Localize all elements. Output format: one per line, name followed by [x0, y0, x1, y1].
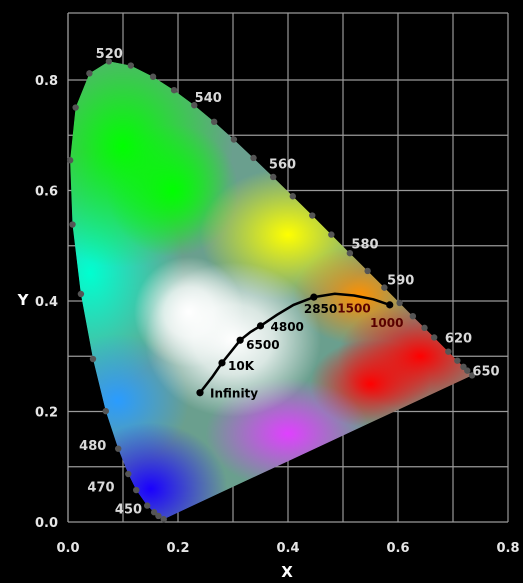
color-temperature-label: 4800	[271, 320, 304, 334]
spectral-locus-point	[270, 173, 277, 181]
spectral-locus-markers	[66, 58, 476, 523]
spectral-locus-point	[364, 267, 371, 275]
spectral-locus-point	[230, 136, 238, 143]
x-tick-label: 0.4	[276, 541, 299, 556]
color-temperature-label: 10K	[228, 359, 255, 373]
x-axis-title: X	[281, 563, 293, 581]
spectral-locus-point	[191, 102, 198, 109]
x-tick-label: 0.8	[496, 541, 519, 556]
spectral-locus-point	[409, 312, 417, 320]
spectral-locus-point	[421, 324, 428, 332]
x-tick-label: 0.6	[386, 541, 409, 556]
y-tick-label: 0.6	[35, 185, 58, 200]
spectral-locus-point	[86, 70, 93, 77]
x-tick-label: 0.0	[56, 541, 79, 556]
planckian-locus-point	[256, 322, 265, 330]
spectral-locus-point	[328, 231, 335, 238]
spectral-locus-point	[381, 284, 388, 291]
spectral-locus-point	[150, 509, 158, 516]
spectral-locus-point	[250, 154, 257, 162]
axis-ticks: 0.0 0.2 0.4 0.6 0.8 0.0 0.2 0.4 0.6 0.8	[35, 74, 520, 556]
wavelength-label: 470	[87, 481, 114, 496]
wavelength-label: 650	[472, 365, 499, 380]
color-gamut	[70, 61, 473, 520]
spectral-locus-point	[464, 367, 471, 374]
wavelength-label: 450	[115, 503, 142, 518]
spectral-locus-point	[468, 372, 476, 379]
planckian-locus-point	[310, 293, 318, 301]
planckian-locus-point	[218, 359, 226, 367]
spectral-locus-point	[105, 58, 113, 65]
wavelength-label: 580	[351, 238, 378, 253]
spectral-locus-point	[289, 193, 296, 200]
wavelength-label: 560	[269, 157, 296, 172]
spectral-locus-point	[77, 290, 85, 298]
spectral-locus-point	[66, 157, 74, 164]
spectral-locus-point	[72, 104, 79, 111]
y-tick-label: 0.4	[35, 295, 58, 310]
wavelength-label: 590	[387, 273, 414, 288]
spectral-locus-point	[309, 212, 316, 219]
spectral-locus-point	[115, 445, 122, 452]
spectral-locus-point	[133, 486, 140, 494]
spectral-locus-point	[149, 73, 157, 80]
spectral-locus-point	[155, 512, 162, 520]
y-tick-label: 0.0	[35, 516, 58, 531]
spectral-locus-point	[125, 470, 132, 478]
spectral-locus-point	[160, 516, 167, 523]
spectral-locus-point	[102, 407, 109, 415]
spectral-locus-point	[454, 357, 461, 364]
spectral-locus-point	[210, 118, 218, 126]
color-temperature-label: 6500	[246, 338, 279, 352]
planckian-locus-point	[386, 301, 394, 309]
spectral-locus-point	[170, 86, 178, 94]
color-temperature-label: 2850	[304, 302, 337, 316]
spectral-locus-point	[445, 348, 452, 355]
x-tick-label: 0.2	[166, 541, 189, 556]
y-axis-title: Y	[17, 291, 30, 309]
y-tick-label: 0.2	[35, 406, 58, 421]
spectral-locus-point	[69, 221, 76, 228]
spectral-locus-point	[144, 502, 151, 509]
spectral-locus-point	[430, 334, 438, 341]
color-blob	[134, 256, 244, 368]
color-temperature-label: 1000	[370, 316, 403, 330]
planckian-locus-point	[196, 389, 204, 397]
wavelength-label: 620	[445, 331, 472, 346]
spectral-locus-point	[127, 62, 135, 69]
wavelength-label: 520	[96, 47, 123, 62]
spectral-locus-point	[396, 299, 403, 307]
wavelength-label: 480	[79, 439, 106, 454]
spectral-locus-point	[346, 249, 354, 257]
color-temperature-label: 1500	[337, 301, 370, 315]
color-temperature-label: Infinity	[210, 387, 258, 401]
y-tick-label: 0.8	[35, 74, 58, 89]
spectral-locus-point	[89, 355, 97, 363]
wavelength-label: 540	[195, 91, 222, 106]
planckian-locus-point	[236, 336, 244, 344]
